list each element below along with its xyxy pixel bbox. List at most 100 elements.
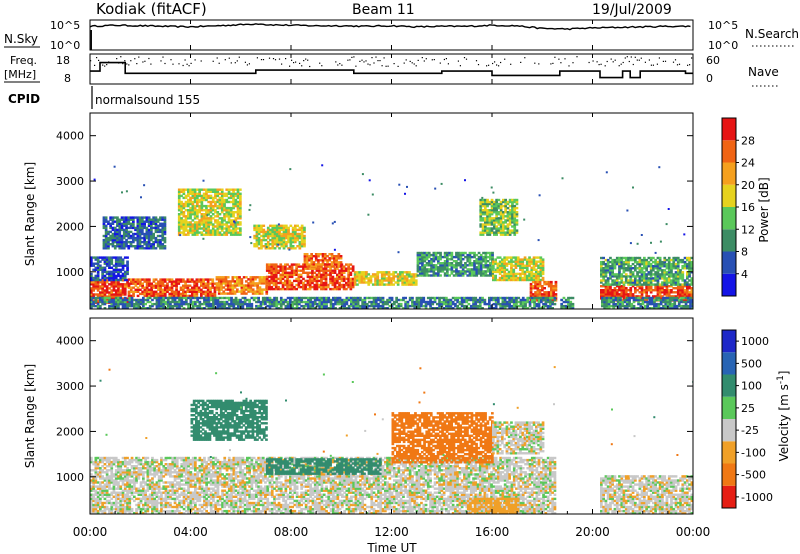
heatmap-cell <box>629 289 633 292</box>
heatmap-cell <box>157 296 161 300</box>
heatmap-cell <box>543 295 546 298</box>
heatmap-cell <box>125 220 128 223</box>
heatmap-cell <box>482 266 485 269</box>
heatmap-cell <box>261 296 265 300</box>
heatmap-cell <box>96 268 100 271</box>
heatmap-cell <box>231 286 235 289</box>
heatmap-cell <box>161 234 165 238</box>
heatmap-cell <box>620 279 624 282</box>
heatmap-cell <box>260 243 263 246</box>
heatmap-cell <box>121 291 125 294</box>
heatmap-cell <box>218 198 222 202</box>
heatmap-cell <box>271 236 275 240</box>
nave-point <box>624 57 626 59</box>
heatmap-cell <box>136 240 140 244</box>
heatmap-cell <box>125 226 128 230</box>
heatmap-cell <box>123 302 127 306</box>
heatmap-cell <box>287 232 290 236</box>
heatmap-cell <box>180 211 183 214</box>
heatmap-cell <box>299 281 303 285</box>
heatmap-cell <box>620 273 624 276</box>
heatmap-cell <box>223 300 227 304</box>
heatmap-cell <box>686 283 689 286</box>
heatmap-cell <box>661 273 664 276</box>
heatmap-cell <box>311 307 315 309</box>
heatmap-cell <box>296 238 299 242</box>
heatmap-cell <box>611 289 614 292</box>
heatmap-cell <box>606 289 610 292</box>
heatmap-cell <box>326 283 330 287</box>
heatmap-cell <box>688 275 691 278</box>
heatmap-cell <box>322 302 326 306</box>
heatmap-cell <box>177 213 181 216</box>
heatmap-cell <box>316 304 319 308</box>
heatmap-cell <box>280 224 284 227</box>
heatmap-cell <box>284 307 288 309</box>
heatmap-cell <box>437 258 440 261</box>
heatmap-cell <box>227 231 231 234</box>
heatmap-cell <box>132 292 135 296</box>
heatmap-cell <box>232 196 235 200</box>
heatmap-cell <box>397 304 401 308</box>
heatmap-cell <box>347 279 350 283</box>
heatmap-cell <box>489 270 492 273</box>
heatmap-cell <box>196 213 199 216</box>
heatmap-cell <box>627 279 630 282</box>
heatmap-cell <box>519 262 522 265</box>
nave-point <box>626 56 628 58</box>
heatmap-cell <box>225 215 229 218</box>
heatmap-cell <box>683 283 687 286</box>
heatmap-cell <box>281 283 285 287</box>
heatmap-cell <box>505 276 509 280</box>
heatmap-cell <box>457 253 460 257</box>
heatmap-cell <box>506 233 510 236</box>
heatmap-cell <box>492 264 495 267</box>
heatmap-cell <box>257 232 261 236</box>
heatmap-cell <box>506 219 510 222</box>
heatmap-cell <box>232 227 235 230</box>
heatmap-cell <box>193 292 196 296</box>
heatmap-cell <box>257 226 261 230</box>
heatmap-cell <box>153 302 156 306</box>
heatmap-cell <box>488 229 492 232</box>
heatmap-cell <box>180 190 183 193</box>
heatmap-cell <box>624 273 628 276</box>
heatmap-cell <box>322 267 326 270</box>
heatmap-cell <box>425 255 429 259</box>
heatmap-cell <box>216 304 220 308</box>
heatmap-cell <box>129 216 133 219</box>
heatmap-cell <box>502 233 505 236</box>
heatmap-cell <box>150 245 153 248</box>
heatmap-cell <box>381 296 385 300</box>
heatmap-cell <box>96 304 100 308</box>
heatmap-cell <box>182 206 186 210</box>
heatmap-cell <box>313 279 317 283</box>
heatmap-cell <box>196 298 199 302</box>
heatmap-cell <box>189 209 192 212</box>
heatmap-cell <box>496 256 500 259</box>
heatmap-cell <box>206 286 210 289</box>
heatmap-cell <box>320 302 324 306</box>
heatmap-cell <box>315 267 319 270</box>
heatmap-cell <box>455 262 458 265</box>
heatmap-cell <box>510 278 513 282</box>
heatmap-cell <box>132 234 135 238</box>
heatmap-cell <box>320 307 324 309</box>
heatmap-cell <box>434 255 438 259</box>
heatmap-cell <box>307 307 310 309</box>
heatmap-cell <box>297 273 301 276</box>
heatmap-cell <box>649 283 653 286</box>
heatmap-cell <box>606 295 610 298</box>
heatmap-cell <box>221 307 224 309</box>
heatmap-cell <box>502 204 505 208</box>
heatmap-cell <box>271 240 275 244</box>
heatmap-cell <box>629 258 633 262</box>
heatmap-cell <box>658 265 662 268</box>
heatmap-cell <box>103 300 107 304</box>
heatmap-cell <box>365 302 369 306</box>
heatmap-cell <box>503 272 506 276</box>
heatmap-cell <box>136 245 140 248</box>
heatmap-cell <box>479 213 483 216</box>
heatmap-cell <box>499 221 503 224</box>
heatmap-cell <box>171 300 175 304</box>
